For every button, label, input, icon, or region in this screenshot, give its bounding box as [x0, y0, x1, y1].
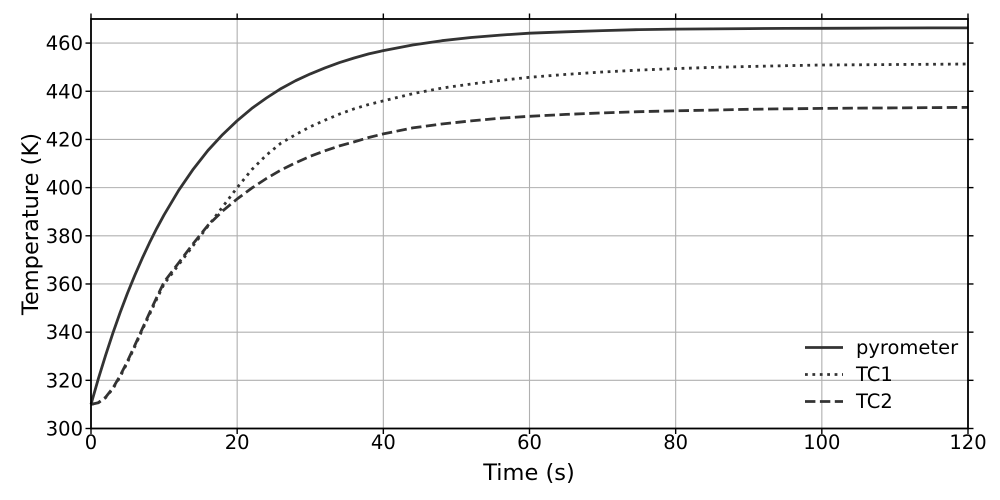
x-tick-label: 80: [663, 431, 688, 454]
x-tick-label: 120: [949, 431, 986, 454]
x-tick-label: 100: [803, 431, 840, 454]
legend-item-pyrometer: pyrometer: [805, 336, 959, 359]
grid: [90, 19, 969, 430]
axes: [85, 13, 974, 434]
y-tick-label: 340: [46, 321, 83, 344]
y-tick-label: 400: [46, 177, 83, 200]
legend-item-tc2: TC2: [805, 390, 893, 413]
x-axis-label: Time (s): [482, 460, 575, 486]
x-tick-label: 0: [85, 431, 97, 454]
legend-label: TC2: [855, 390, 893, 413]
legend-label: TC1: [855, 363, 893, 386]
series-tc1-line: [90, 62, 969, 406]
legend-label: pyrometer: [856, 336, 959, 359]
y-tick-label: 440: [46, 80, 83, 103]
x-tick-label: 60: [517, 431, 542, 454]
legend: pyrometer TC1 TC2: [805, 336, 959, 413]
x-tick-label: 40: [371, 431, 396, 454]
y-tick-label: 380: [46, 225, 83, 248]
y-tick-label: 300: [46, 418, 83, 441]
series-pyrometer-line: [89, 26, 968, 405]
y-tick-label: 460: [46, 32, 83, 55]
y-tick-label: 360: [46, 273, 83, 296]
y-tick-label: 320: [46, 369, 83, 392]
y-tick-label: 420: [46, 128, 83, 151]
tick-labels: 0 20 40 60 80 100 120 300 320 340 360 380 400 420 440 4…: [46, 32, 987, 454]
series-tc2-line: [90, 106, 969, 406]
data-series: [89, 26, 969, 406]
y-axis-label: Temperature (K): [18, 133, 44, 316]
x-tick-label: 20: [225, 431, 250, 454]
legend-item-tc1: TC1: [805, 363, 893, 386]
